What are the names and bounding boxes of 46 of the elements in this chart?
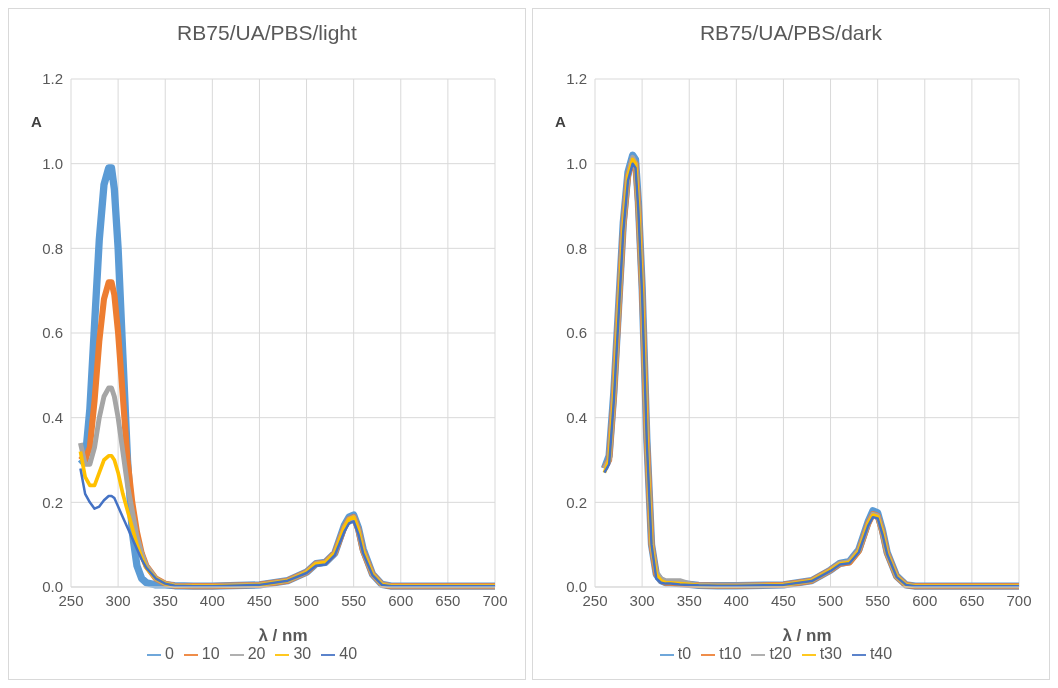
y-tick-label: 0.4 <box>42 408 63 426</box>
legend-label: 30 <box>293 645 312 662</box>
y-tick-label: 1.0 <box>566 154 587 172</box>
y-tick-label: 0.4 <box>566 408 587 426</box>
x-tick-label: 400 <box>199 591 225 609</box>
legend-label: 0 <box>164 645 174 662</box>
x-tick-label: 450 <box>246 591 272 609</box>
legend-label: t20 <box>769 645 792 662</box>
x-tick-label: 600 <box>912 591 938 609</box>
legend-label: 20 <box>247 645 266 662</box>
x-axis-title: λ / nm <box>782 626 832 645</box>
legend-label: t10 <box>719 645 742 662</box>
x-tick-label: 400 <box>723 591 749 609</box>
y-axis-title: A <box>31 113 42 130</box>
x-tick-label: 350 <box>676 591 702 609</box>
x-tick-label: 700 <box>1006 591 1032 609</box>
x-tick-label: 300 <box>629 591 655 609</box>
y-tick-label: 0.6 <box>566 324 587 342</box>
y-tick-label: 1.0 <box>42 154 63 172</box>
y-tick-label: 0.6 <box>42 324 63 342</box>
y-tick-label: 0.8 <box>566 239 587 257</box>
x-tick-label: 650 <box>435 591 461 609</box>
y-tick-label: 0.8 <box>42 239 63 257</box>
chart-title: RB75/UA/PBS/dark <box>698 20 884 46</box>
x-tick-label: 500 <box>818 591 844 609</box>
x-tick-label: 550 <box>341 591 367 609</box>
legend-label: t40 <box>869 645 893 662</box>
x-tick-label: 700 <box>482 591 508 609</box>
y-tick-label: 0.2 <box>42 493 63 511</box>
x-axis-title: λ / nm <box>258 626 308 645</box>
x-tick-label: 600 <box>388 591 414 609</box>
legend-label: t30 <box>819 645 842 662</box>
legend-label: 40 <box>339 645 358 662</box>
legend-label: t0 <box>677 645 692 662</box>
y-tick-label: 1.2 <box>42 70 63 88</box>
x-tick-label: 500 <box>294 591 320 609</box>
y-axis-title: A <box>555 113 566 130</box>
x-tick-label: 350 <box>152 591 178 609</box>
x-tick-label: 300 <box>105 591 131 609</box>
legend-label: 10 <box>201 645 220 662</box>
y-tick-label: 1.2 <box>566 70 587 88</box>
chart-title: RB75/UA/PBS/light <box>176 20 358 46</box>
x-tick-label: 650 <box>959 591 985 609</box>
x-tick-label: 450 <box>770 591 796 609</box>
x-tick-label: 550 <box>865 591 891 609</box>
y-tick-label: 0.2 <box>566 493 587 511</box>
